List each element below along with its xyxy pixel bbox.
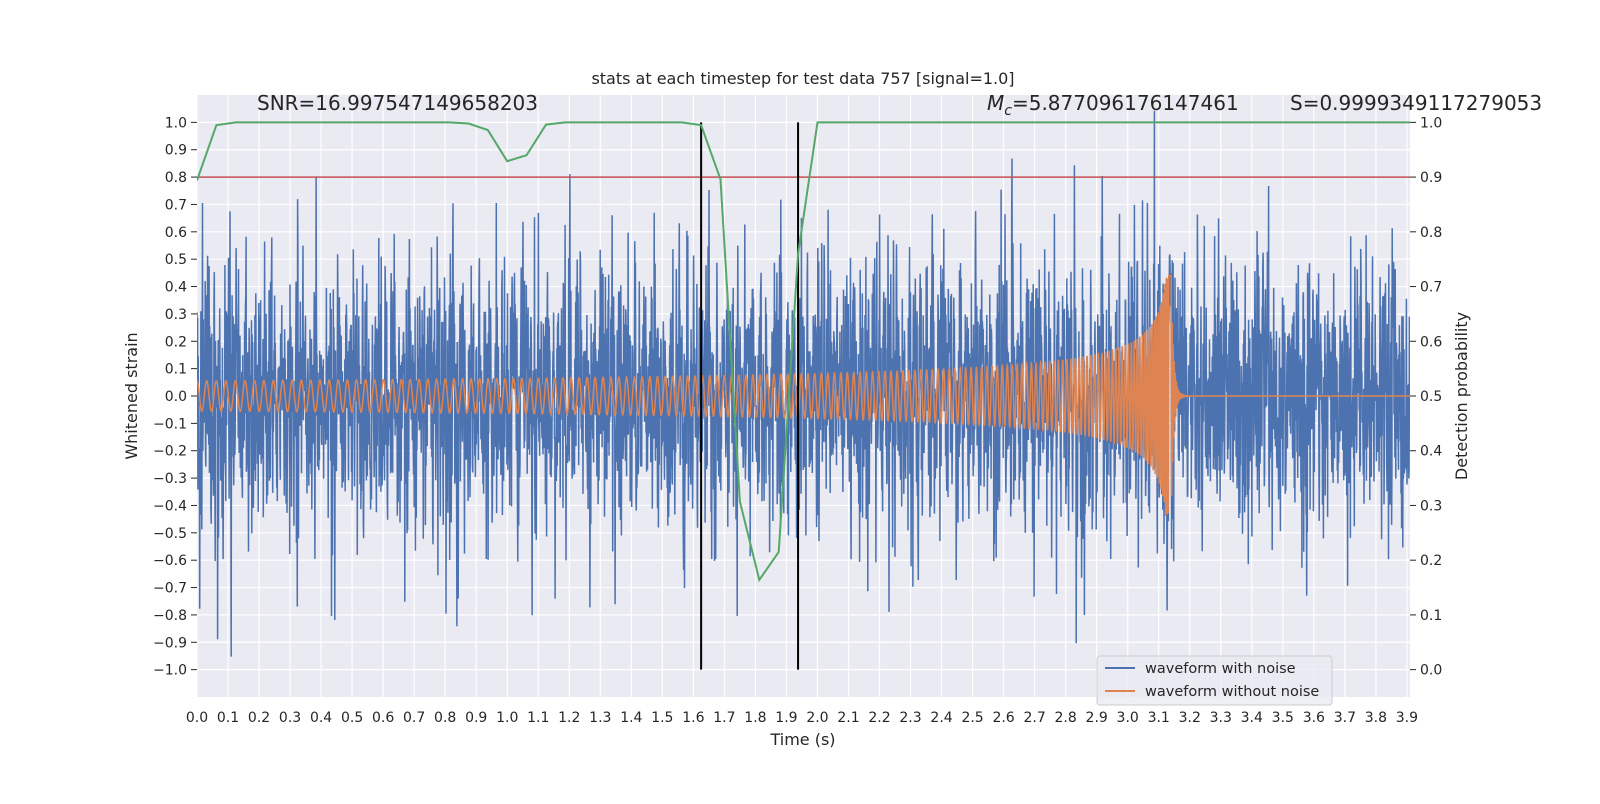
x-tick-label: 2.4 [930,710,952,726]
y-right-tick-label: 0.3 [1420,498,1442,514]
x-tick-label: 1.0 [496,710,518,726]
y-tick-label: 0.4 [165,280,187,296]
x-tick-label: 1.2 [558,710,580,726]
x-tick-label: 0.2 [248,710,270,726]
y-tick-label: 0.6 [165,225,187,241]
x-tick-label: 3.9 [1396,710,1418,726]
x-tick-label: 0.8 [434,710,456,726]
y-tick-label: −0.1 [153,416,187,432]
x-tick-label: 1.9 [775,710,797,726]
y-right-tick-label: 0.2 [1420,553,1442,569]
y-right-tick-label: 0.7 [1420,280,1442,296]
y-tick-label: −0.6 [153,553,187,569]
y-axis-label: Whitened strain [122,332,141,459]
y-right-axis-label: Detection probability [1452,312,1471,480]
y-tick-label: 0.5 [165,252,187,268]
x-tick-label: 0.1 [217,710,239,726]
mc-symbol: M [987,91,1004,115]
x-tick-label: 2.8 [1055,710,1077,726]
x-tick-label: 2.7 [1023,710,1045,726]
legend-label-noise: waveform with noise [1145,661,1296,677]
y-right-tick-label: 0.4 [1420,444,1442,460]
x-tick-label: 2.5 [961,710,983,726]
y-tick-label: −0.2 [153,444,187,460]
chirp-mass-annotation: Mc=5.877096176147461 [987,91,1239,119]
x-tick-label: 3.6 [1303,710,1325,726]
y-tick-label: 0.3 [165,307,187,323]
x-tick-label: 0.4 [310,710,332,726]
x-tick-label: 3.5 [1272,710,1294,726]
chart-title: stats at each timestep for test data 757… [591,69,1014,88]
y-tick-label: 0.1 [165,362,187,378]
x-tick-label: 2.6 [992,710,1014,726]
mc-value: =5.877096176147461 [1012,91,1239,115]
x-tick-label: 3.8 [1365,710,1387,726]
y-tick-label: −0.5 [153,526,187,542]
x-tick-label: 0.9 [465,710,487,726]
y-right-tick-label: 0.9 [1420,170,1442,186]
y-right-tick-label: 0.5 [1420,389,1442,405]
x-tick-label: 2.1 [837,710,859,726]
y-tick-label: −0.7 [153,581,187,597]
y-tick-label: 0.7 [165,197,187,213]
legend-label-clean: waveform without noise [1145,684,1319,700]
x-tick-label: 1.6 [682,710,704,726]
x-tick-label: 0.5 [341,710,363,726]
y-tick-label: −0.3 [153,471,187,487]
y-right-tick-label: 1.0 [1420,115,1442,131]
x-tick-label: 1.4 [620,710,642,726]
x-tick-label: 0.6 [372,710,394,726]
x-tick-label: 3.4 [1241,710,1263,726]
x-tick-label: 1.3 [589,710,611,726]
y-tick-label: 1.0 [165,115,187,131]
s-annotation: S=0.9999349117279053 [1290,91,1542,115]
x-tick-label: 0.0 [186,710,208,726]
y-tick-label: −0.4 [153,498,187,514]
x-tick-label: 1.7 [713,710,735,726]
x-tick-label: 3.0 [1117,710,1139,726]
x-tick-label: 1.8 [744,710,766,726]
y-tick-label: 0.0 [165,389,187,405]
y-right-tick-label: 0.0 [1420,663,1442,679]
y-tick-label: 0.8 [165,170,187,186]
x-tick-label: 2.2 [868,710,890,726]
y-tick-label: 0.9 [165,143,187,159]
x-tick-label: 3.7 [1334,710,1356,726]
x-tick-label: 2.3 [899,710,921,726]
x-tick-label: 3.2 [1179,710,1201,726]
y-right-tick-label: 0.1 [1420,608,1442,624]
y-right-tick-label: 0.8 [1420,225,1442,241]
x-tick-label: 3.1 [1148,710,1170,726]
x-tick-label: 2.9 [1086,710,1108,726]
x-tick-label: 1.1 [527,710,549,726]
x-tick-label: 1.5 [651,710,673,726]
legend: waveform with noise waveform without noi… [1097,656,1332,705]
y-tick-label: −0.8 [153,608,187,624]
x-tick-label: 0.3 [279,710,301,726]
y-tick-label: −0.9 [153,635,187,651]
snr-annotation: SNR=16.997547149658203 [257,91,538,115]
y-right-tick-label: 0.6 [1420,334,1442,350]
x-axis-label: Time (s) [769,730,835,749]
y-tick-label: −1.0 [153,663,187,679]
x-tick-label: 2.0 [806,710,828,726]
y-tick-label: 0.2 [165,334,187,350]
x-tick-label: 3.3 [1210,710,1232,726]
x-tick-label: 0.7 [403,710,425,726]
